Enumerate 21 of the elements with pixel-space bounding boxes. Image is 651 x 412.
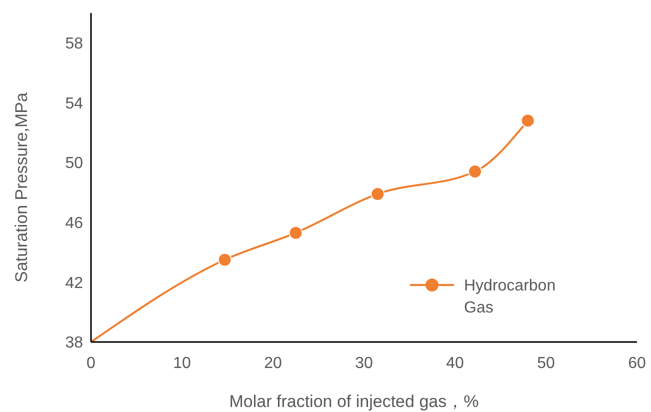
y-tick-label: 38 bbox=[65, 334, 84, 352]
point bbox=[370, 186, 385, 201]
x-tick-label: 40 bbox=[446, 355, 464, 372]
y-tick-label: 46 bbox=[65, 214, 84, 232]
y-tick-label: 42 bbox=[65, 274, 84, 292]
y-axis-title: Saturation Pressure,MPa bbox=[12, 92, 31, 282]
x-tick-label: 60 bbox=[628, 355, 646, 372]
point bbox=[468, 164, 482, 179]
point bbox=[218, 252, 232, 267]
y-tick-label: 54 bbox=[65, 95, 84, 112]
point bbox=[520, 114, 535, 128]
y-tick-label: 50 bbox=[65, 155, 84, 172]
legend-label: Hydrocarbon Gas bbox=[464, 278, 556, 317]
x-tick-label: 30 bbox=[355, 355, 373, 372]
y-tick-label: 58 bbox=[65, 36, 84, 53]
x-tick-label: 0 bbox=[86, 355, 96, 372]
x-tick-label: 20 bbox=[264, 355, 282, 372]
x-tick-label: 50 bbox=[537, 355, 555, 372]
x-axis-title: Molar fraction of injected gas，% bbox=[229, 392, 479, 411]
x-tick-label: 10 bbox=[173, 355, 191, 372]
point bbox=[288, 226, 303, 240]
